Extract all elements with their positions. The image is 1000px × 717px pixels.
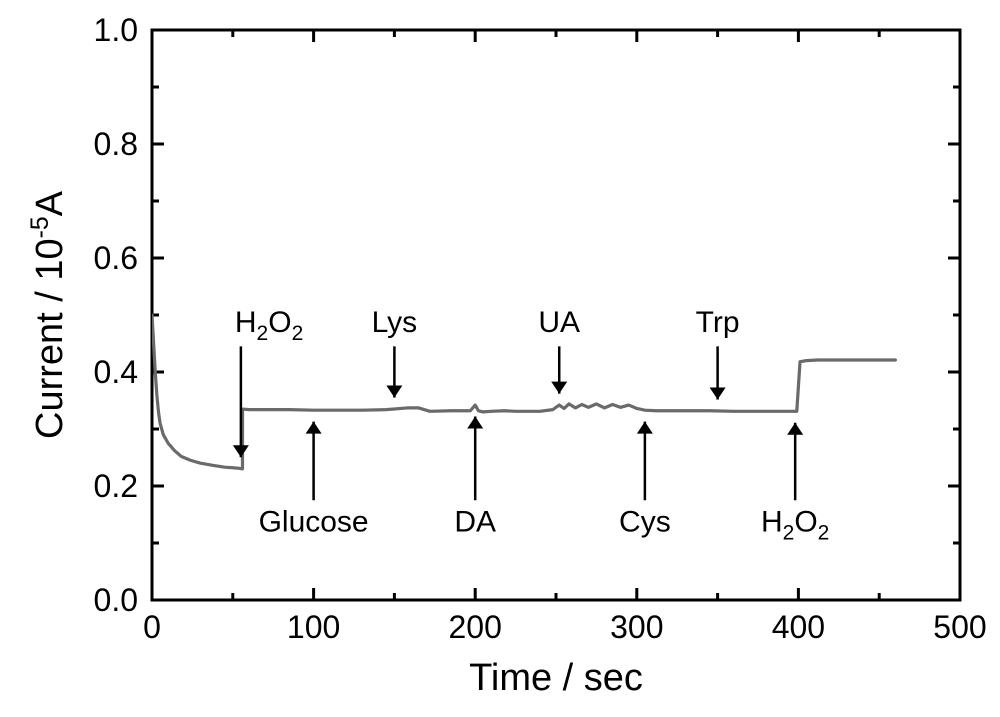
annotation-label: Trp bbox=[696, 306, 740, 339]
y-tick-label: 0.8 bbox=[94, 126, 138, 162]
x-tick-label: 500 bbox=[933, 609, 986, 645]
y-tick-label: 1.0 bbox=[94, 12, 138, 48]
y-tick-label: 0.0 bbox=[94, 582, 138, 618]
x-tick-label: 300 bbox=[610, 609, 663, 645]
annotation-label: Glucose bbox=[259, 506, 369, 539]
y-tick-label: 0.6 bbox=[94, 240, 138, 276]
chart-svg: 0 100 200 300 400 500 0.0 0.2 0.4 0.6 0.8 1.0 Time /… bbox=[0, 0, 1000, 717]
annotation-label: DA bbox=[454, 506, 496, 539]
x-tick-label: 200 bbox=[449, 609, 502, 645]
x-tick-label: 0 bbox=[143, 609, 161, 645]
annotation-label: Lys bbox=[372, 306, 418, 339]
y-tick-label: 0.2 bbox=[94, 468, 138, 504]
x-axis-label: Time / sec bbox=[469, 657, 643, 699]
x-tick-label: 400 bbox=[772, 609, 825, 645]
x-tick-label: 100 bbox=[287, 609, 340, 645]
annotation-label: Cys bbox=[619, 506, 671, 539]
chart-container: 0 100 200 300 400 500 0.0 0.2 0.4 0.6 0.8 1.0 Time /… bbox=[0, 0, 1000, 717]
y-tick-label: 0.4 bbox=[94, 354, 138, 390]
annotation-label: UA bbox=[538, 306, 580, 339]
